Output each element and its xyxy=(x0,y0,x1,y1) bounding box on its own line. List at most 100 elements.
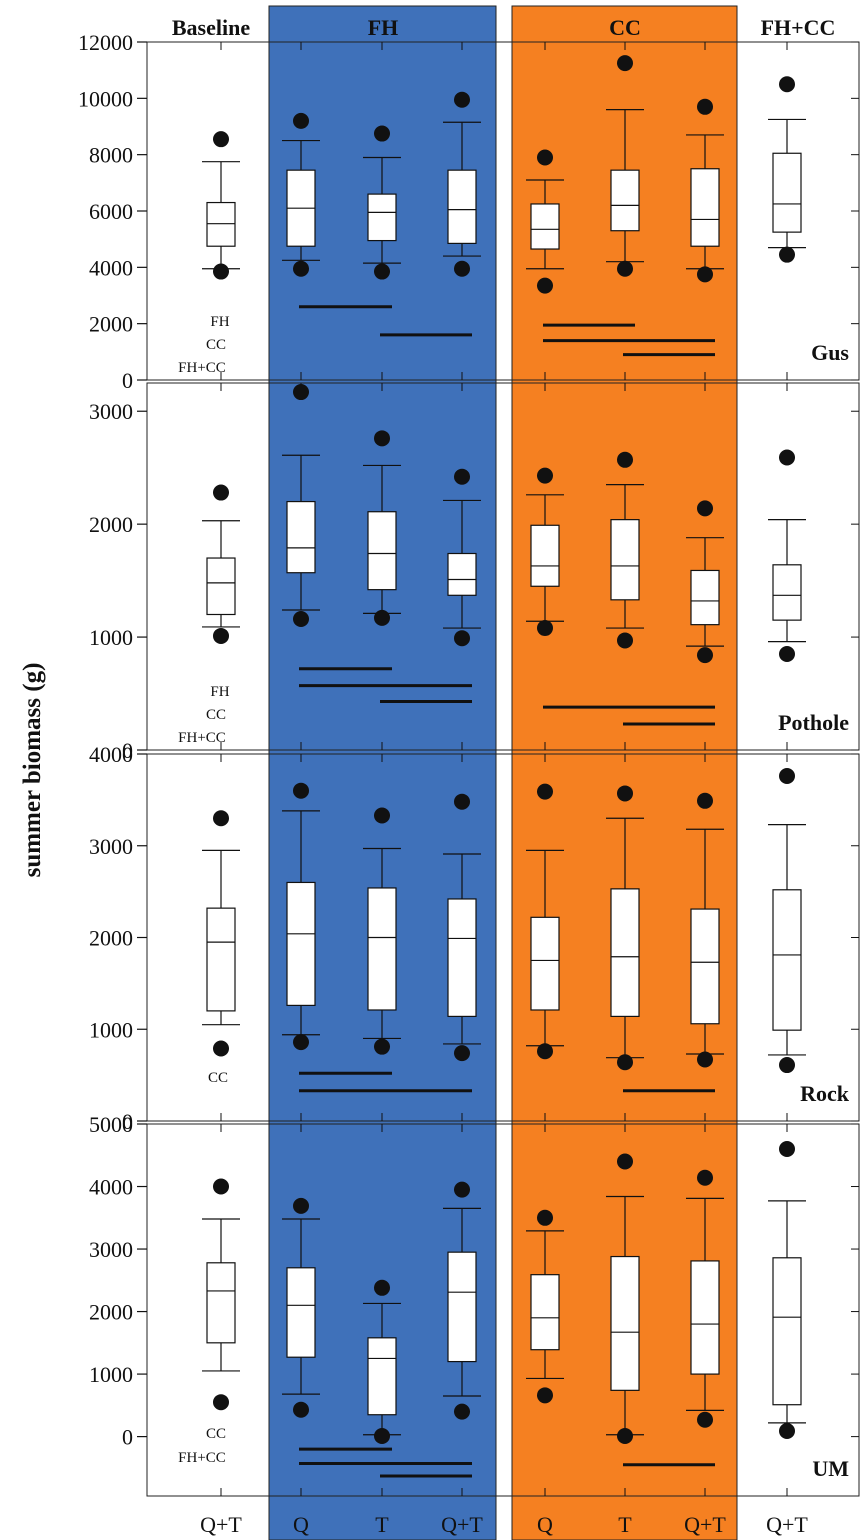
iqr-box xyxy=(530,203,560,250)
low-outlier-point xyxy=(537,1387,553,1404)
y-tick-label: 10000 xyxy=(78,86,133,111)
low-outlier-point xyxy=(374,609,390,626)
iqr-box xyxy=(610,1255,640,1391)
low-outlier-point xyxy=(293,1401,309,1418)
group-header-fh: FH xyxy=(368,15,399,40)
box-cc-qt xyxy=(686,792,724,1068)
box-baseline-qt xyxy=(202,131,240,280)
high-outlier-point xyxy=(454,468,470,485)
panel-frame xyxy=(146,753,860,1122)
low-outlier-point xyxy=(779,1422,795,1439)
box-cc-t xyxy=(606,785,644,1071)
box-fh-q xyxy=(282,1197,320,1418)
low-outlier-point xyxy=(213,1040,229,1057)
box-fh-cc-qt xyxy=(768,1141,806,1439)
low-outlier-point xyxy=(374,1427,390,1444)
box-fh-t xyxy=(363,125,401,280)
group-header-fh-cc: FH+CC xyxy=(761,15,836,40)
low-outlier-point xyxy=(374,1038,390,1055)
panel-label: UM xyxy=(812,1456,849,1481)
iqr-box xyxy=(367,1337,397,1416)
box-baseline-qt xyxy=(202,484,240,644)
y-tick-label: 6000 xyxy=(89,199,133,224)
y-axis-label: summer biomass (g) xyxy=(19,663,46,878)
box-fh-q xyxy=(282,112,320,277)
iqr-box xyxy=(447,1251,477,1363)
box-fh-qt xyxy=(443,468,481,647)
low-outlier-point xyxy=(293,1034,309,1051)
y-tick-label: 2000 xyxy=(89,1300,133,1325)
low-outlier-point xyxy=(537,620,553,637)
y-tick-label: 4000 xyxy=(89,742,133,767)
iqr-box xyxy=(206,1262,236,1344)
low-outlier-point xyxy=(779,246,795,263)
iqr-box xyxy=(530,524,560,587)
high-outlier-point xyxy=(779,768,795,785)
iqr-box xyxy=(447,898,477,1018)
high-outlier-point xyxy=(213,484,229,501)
x-tick-label: Q xyxy=(537,1512,553,1537)
y-tick-label: 5000 xyxy=(89,1112,133,1137)
box-cc-qt xyxy=(686,500,724,664)
high-outlier-point xyxy=(697,500,713,517)
panel-um: 0 1000 2000 3000 4000 5000 CC FH+CC UM xyxy=(89,1112,860,1497)
iqr-box xyxy=(610,888,640,1018)
panel-gus: 0 2000 4000 6000 8000 10000 12000 FH CC FH+CC Gus xyxy=(78,30,860,393)
x-tick-label: Q+T xyxy=(684,1512,726,1537)
y-tick-label: 0 xyxy=(122,1425,133,1450)
high-outlier-point xyxy=(454,1181,470,1198)
low-outlier-point xyxy=(697,1411,713,1428)
y-tick-label: 3000 xyxy=(89,399,133,424)
high-outlier-point xyxy=(213,1178,229,1195)
low-outlier-point xyxy=(617,1054,633,1071)
high-outlier-point xyxy=(617,1153,633,1170)
low-outlier-point xyxy=(697,1051,713,1068)
low-outlier-point xyxy=(213,263,229,280)
group-header-cc: CC xyxy=(609,15,641,40)
high-outlier-point xyxy=(537,1209,553,1226)
low-outlier-point xyxy=(537,1043,553,1060)
iqr-box xyxy=(447,552,477,596)
low-outlier-point xyxy=(454,1045,470,1062)
iqr-box xyxy=(286,1267,316,1358)
panel-rock: 0 1000 2000 3000 4000 CC Rock xyxy=(89,742,860,1134)
baseline-note: FH xyxy=(210,314,229,330)
iqr-box xyxy=(530,1274,560,1351)
panel-label: Pothole xyxy=(778,710,849,735)
iqr-box xyxy=(367,511,397,591)
baseline-note: FH xyxy=(210,684,229,700)
high-outlier-point xyxy=(779,1141,795,1158)
baseline-note: CC xyxy=(206,1426,226,1442)
panel-frame xyxy=(146,1123,860,1497)
baseline-note: FH+CC xyxy=(178,360,226,376)
y-tick-label: 2000 xyxy=(89,926,133,951)
low-outlier-point xyxy=(454,630,470,647)
x-tick-label: Q+T xyxy=(441,1512,483,1537)
low-outlier-point xyxy=(454,260,470,277)
box-fh-t xyxy=(363,807,401,1055)
y-tick-label: 2000 xyxy=(89,312,133,337)
high-outlier-point xyxy=(537,783,553,800)
high-outlier-point xyxy=(293,384,309,401)
high-outlier-point xyxy=(293,782,309,799)
low-outlier-point xyxy=(213,627,229,644)
y-tick-label: 0 xyxy=(122,738,133,763)
box-fh-cc-qt xyxy=(768,76,806,263)
box-cc-q xyxy=(526,467,564,637)
panel-frame xyxy=(146,382,860,751)
high-outlier-point xyxy=(697,1169,713,1186)
box-fh-cc-qt xyxy=(768,449,806,663)
low-outlier-point xyxy=(697,266,713,283)
high-outlier-point xyxy=(293,1197,309,1214)
low-outlier-point xyxy=(454,1403,470,1420)
y-tick-label: 12000 xyxy=(78,30,133,55)
y-tick-label: 8000 xyxy=(89,143,133,168)
high-outlier-point xyxy=(537,467,553,484)
iqr-box xyxy=(690,908,720,1025)
baseline-note: CC xyxy=(208,1070,228,1086)
y-tick-label: 2000 xyxy=(89,512,133,537)
y-tick-label: 4000 xyxy=(89,1175,133,1200)
low-outlier-point xyxy=(213,1394,229,1411)
panels: 020004000600080001000012000FHCCFH+CCGus0… xyxy=(78,30,860,1497)
x-tick-label: T xyxy=(375,1512,389,1537)
